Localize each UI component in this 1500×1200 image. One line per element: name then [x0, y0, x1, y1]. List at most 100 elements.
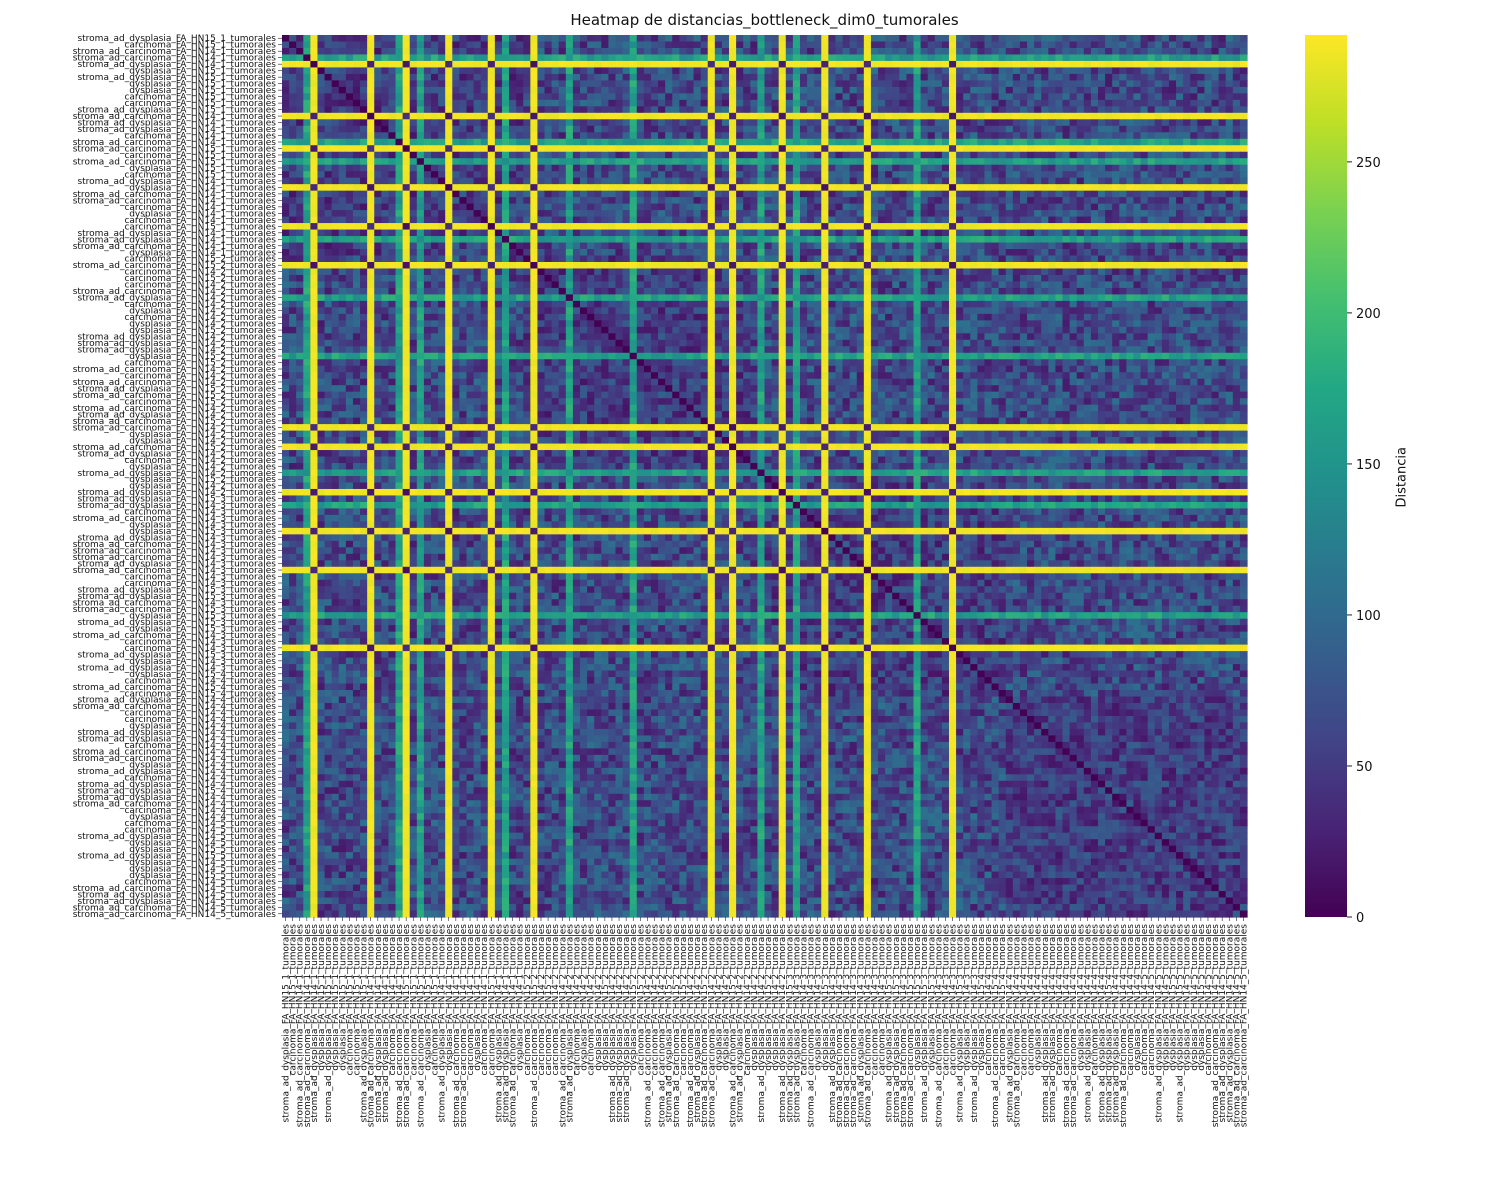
- heatmap-cell: [892, 158, 900, 166]
- heatmap-cell: [814, 216, 822, 224]
- heatmap-cell: [885, 99, 893, 107]
- heatmap-cell: [835, 132, 844, 140]
- heatmap-cell: [594, 47, 602, 56]
- heatmap-cell: [402, 255, 411, 263]
- heatmap-cell: [580, 184, 588, 192]
- heatmap-cell: [956, 249, 964, 257]
- heatmap-cell: [1041, 112, 1049, 120]
- heatmap-cell: [956, 229, 964, 237]
- heatmap-cell: [693, 132, 702, 140]
- heatmap-cell: [792, 177, 801, 185]
- heatmap-cell: [1133, 73, 1142, 81]
- heatmap-cell: [920, 210, 929, 218]
- heatmap-cell: [679, 197, 688, 205]
- heatmap-cell: [608, 67, 617, 75]
- heatmap-cell: [750, 67, 759, 75]
- heatmap-cell: [1048, 112, 1057, 120]
- heatmap-cell: [381, 261, 390, 270]
- heatmap-cell: [523, 106, 531, 114]
- heatmap-cell: [1183, 93, 1191, 101]
- heatmap-cell: [629, 60, 638, 69]
- heatmap-cell: [970, 47, 978, 56]
- heatmap-cell: [551, 171, 560, 179]
- heatmap-cell: [729, 41, 737, 49]
- heatmap-cell: [551, 112, 560, 120]
- heatmap-cell: [658, 125, 666, 133]
- heatmap-cell: [459, 112, 468, 120]
- heatmap-cell: [636, 190, 645, 198]
- heatmap-cell: [977, 151, 986, 159]
- heatmap-cell: [998, 210, 1007, 218]
- heatmap-cell: [814, 261, 822, 270]
- heatmap-cell: [587, 67, 595, 75]
- heatmap-cell: [622, 210, 631, 218]
- heatmap-cell: [1147, 145, 1156, 153]
- heatmap-cell: [700, 203, 709, 211]
- heatmap-cell: [913, 151, 922, 159]
- heatmap-cell: [622, 158, 631, 166]
- heatmap-cell: [1083, 86, 1092, 94]
- heatmap-cell: [601, 151, 609, 159]
- heatmap-cell: [799, 41, 808, 49]
- heatmap-cell: [814, 177, 822, 185]
- heatmap-cell: [1069, 151, 1078, 159]
- heatmap-cell: [509, 164, 517, 172]
- heatmap-cell: [431, 151, 439, 159]
- heatmap-cell: [1048, 158, 1057, 166]
- heatmap-cell: [523, 197, 531, 205]
- heatmap-cell: [530, 86, 539, 94]
- heatmap-cell: [1069, 158, 1078, 166]
- heatmap-cell: [565, 106, 574, 114]
- heatmap-cell: [282, 125, 290, 133]
- heatmap-cell: [615, 47, 624, 56]
- heatmap-cell: [601, 86, 609, 94]
- heatmap-cell: [785, 41, 794, 49]
- heatmap-cell: [601, 47, 609, 56]
- heatmap-cell: [970, 164, 978, 172]
- heatmap-cell: [494, 203, 503, 211]
- heatmap-cell: [764, 119, 773, 127]
- heatmap-cell: [842, 223, 851, 231]
- heatmap-cell: [530, 54, 539, 62]
- heatmap-cell: [423, 242, 432, 250]
- heatmap-cell: [1218, 73, 1227, 81]
- heatmap-cell: [672, 99, 680, 107]
- heatmap-cell: [984, 164, 993, 172]
- heatmap-cell: [580, 242, 588, 250]
- heatmap-cell: [835, 54, 844, 62]
- heatmap-cell: [558, 47, 567, 56]
- heatmap-cell: [878, 164, 886, 172]
- heatmap-cell: [1041, 99, 1049, 107]
- heatmap-cell: [665, 73, 673, 81]
- heatmap-cell: [771, 203, 780, 211]
- heatmap-cell: [530, 41, 539, 49]
- heatmap-cell: [1232, 106, 1241, 114]
- heatmap-cell: [1126, 249, 1135, 257]
- heatmap-cell: [551, 242, 560, 250]
- heatmap-cell: [679, 229, 688, 237]
- heatmap-cell: [970, 145, 978, 153]
- heatmap-cell: [948, 261, 957, 270]
- heatmap-cell: [558, 197, 567, 205]
- heatmap-cell: [977, 255, 986, 263]
- heatmap-cell: [1112, 184, 1120, 192]
- heatmap-cell: [452, 210, 460, 218]
- heatmap-cell: [317, 138, 326, 146]
- heatmap-cell: [1225, 145, 1234, 153]
- heatmap-cell: [352, 203, 361, 211]
- heatmap-cell: [558, 171, 567, 179]
- heatmap-cell: [516, 171, 524, 179]
- heatmap-cell: [849, 151, 858, 159]
- heatmap-cell: [1034, 242, 1042, 250]
- heatmap-cell: [1161, 145, 1170, 153]
- heatmap-cell: [814, 145, 822, 153]
- heatmap-cell: [771, 93, 780, 101]
- heatmap-cell: [906, 268, 915, 276]
- heatmap-cell: [1062, 106, 1071, 114]
- heatmap-cell: [693, 41, 702, 49]
- heatmap-cell: [963, 106, 971, 114]
- heatmap-cell: [1034, 190, 1042, 198]
- heatmap-cell: [289, 249, 297, 257]
- heatmap-cell: [388, 229, 397, 237]
- heatmap-cell: [629, 261, 638, 270]
